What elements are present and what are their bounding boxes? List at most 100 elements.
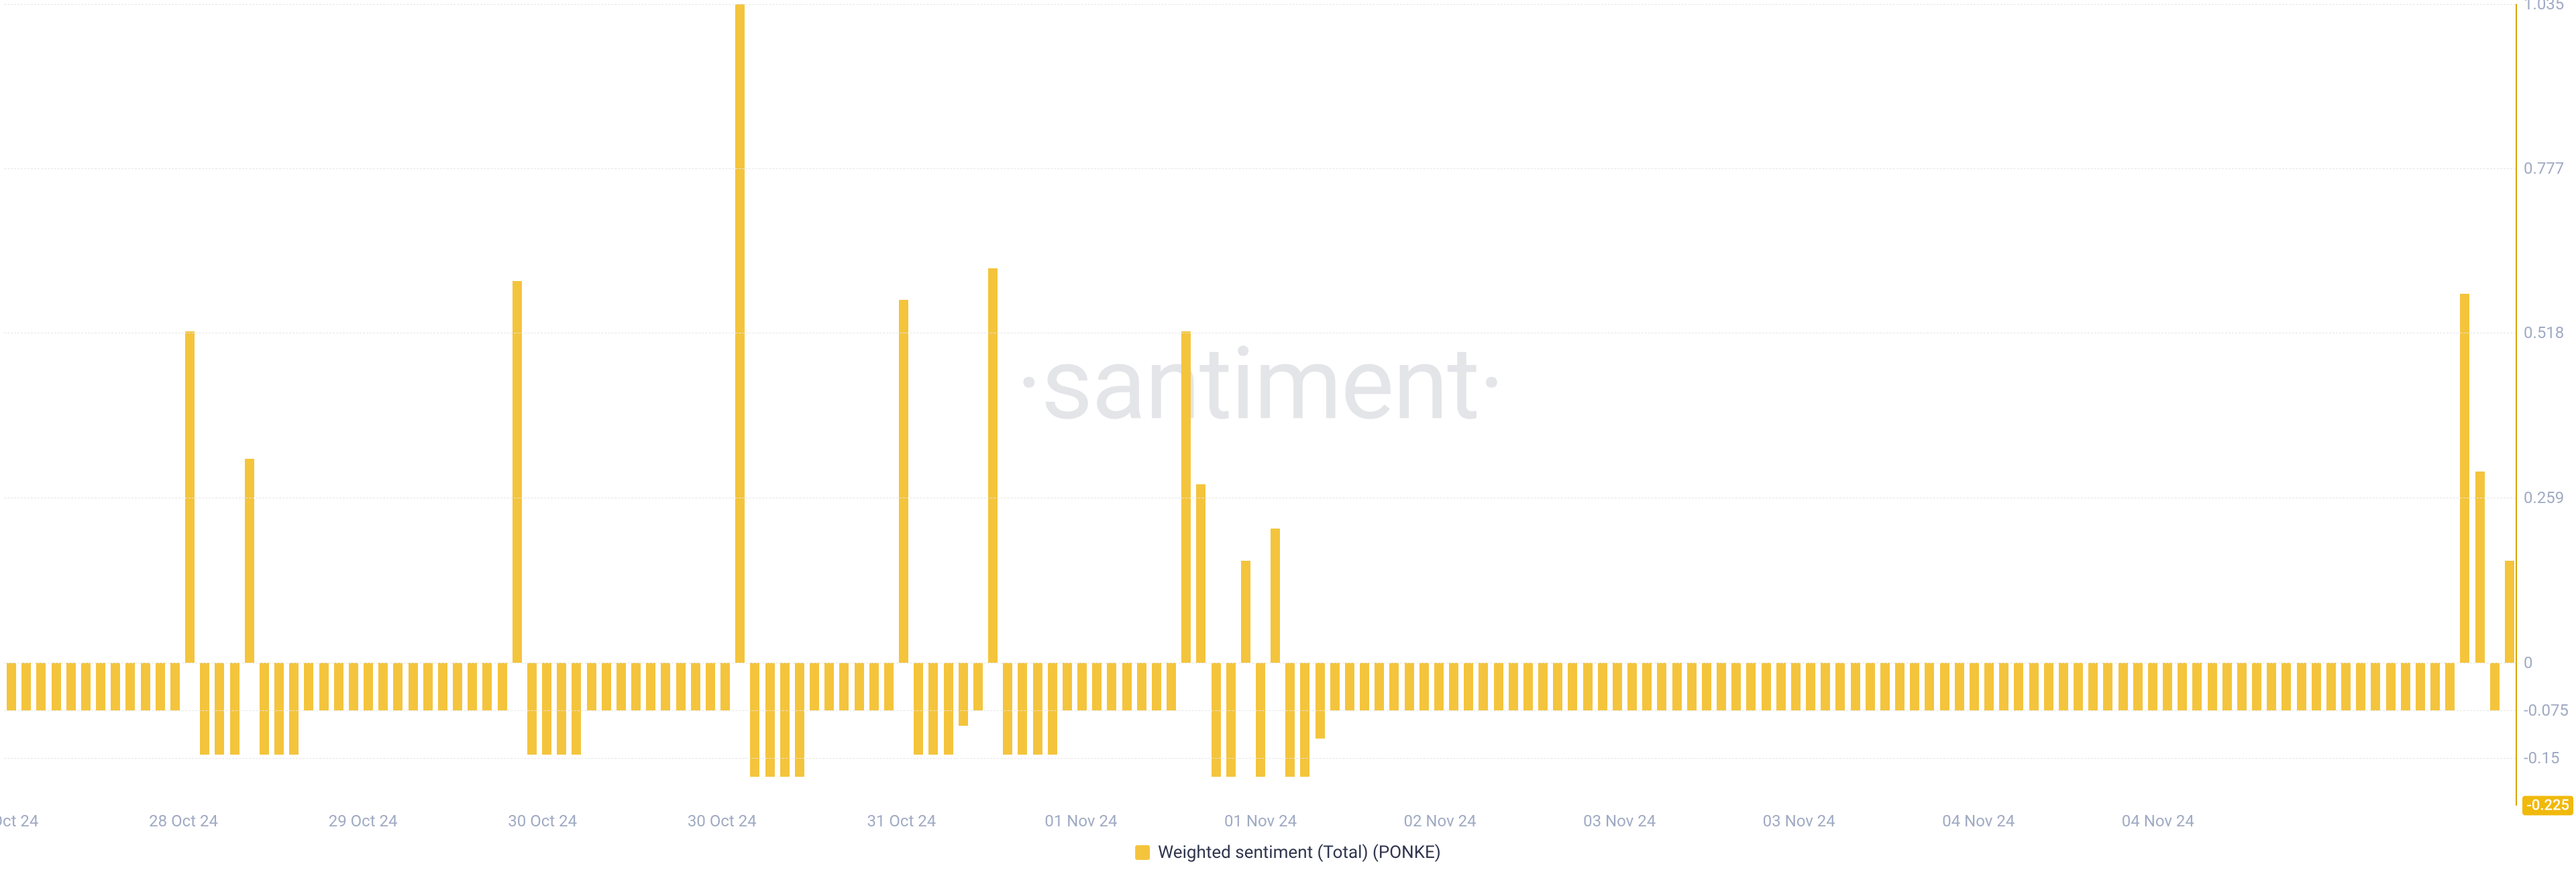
bar — [1212, 663, 1221, 777]
bar — [1702, 663, 1711, 710]
bar — [1657, 663, 1666, 710]
bar — [304, 663, 313, 710]
bar — [810, 663, 819, 710]
bar — [423, 663, 433, 710]
x-tick-label: 28 Oct 24 — [149, 812, 218, 830]
bar — [513, 281, 522, 663]
bar — [2505, 561, 2514, 663]
bar — [2371, 663, 2380, 710]
x-tick-label: 04 Nov 24 — [1942, 812, 2015, 830]
bar — [720, 663, 730, 710]
bar — [646, 663, 655, 710]
bar — [1167, 663, 1176, 710]
bar — [215, 663, 224, 755]
bar — [1345, 663, 1354, 710]
bar — [1791, 663, 1801, 710]
bar — [111, 663, 120, 710]
bar — [1256, 663, 1265, 777]
bar — [2297, 663, 2306, 710]
bar — [1523, 663, 1533, 710]
bar — [1300, 663, 1309, 777]
bar — [1419, 663, 1429, 710]
bar — [1999, 663, 2008, 710]
gridline — [4, 4, 2516, 5]
bar — [973, 663, 983, 710]
bar — [1048, 663, 1057, 755]
bar — [2208, 663, 2217, 710]
bar — [1583, 663, 1593, 710]
bar — [944, 663, 953, 755]
bar — [2222, 663, 2232, 710]
bar — [1271, 529, 1280, 662]
bar — [2252, 663, 2261, 710]
bar — [1509, 663, 1518, 710]
bar — [2326, 663, 2336, 710]
bar — [393, 663, 402, 710]
x-tick-label: 29 Oct 24 — [329, 812, 398, 830]
bar — [125, 663, 135, 710]
bar — [750, 663, 759, 777]
bar — [7, 663, 16, 710]
x-tick-label: 02 Nov 24 — [1404, 812, 1477, 830]
bar — [1375, 663, 1384, 710]
bar — [839, 663, 849, 710]
bar — [1613, 663, 1622, 710]
bar — [1494, 663, 1503, 710]
bar — [96, 663, 105, 710]
bar — [200, 663, 209, 755]
bar — [245, 459, 254, 662]
bar — [1955, 663, 1964, 710]
bar — [1316, 663, 1325, 739]
bar — [1063, 663, 1072, 710]
bar — [21, 663, 31, 710]
gridline — [4, 710, 2516, 711]
bar — [141, 663, 150, 710]
bar — [438, 663, 447, 710]
bar — [1835, 663, 1845, 710]
bar — [2475, 472, 2485, 663]
bar — [170, 663, 180, 710]
bar — [1568, 663, 1577, 710]
x-tick-label: 03 Nov 24 — [1763, 812, 1835, 830]
bar — [1033, 663, 1042, 755]
bar — [468, 663, 477, 710]
bar — [1880, 663, 1890, 710]
bar — [2282, 663, 2291, 710]
bar — [2133, 663, 2143, 710]
x-tick-label: 28 Oct 24 — [0, 812, 38, 830]
y-tick-label: -0.075 — [2524, 701, 2569, 720]
bar — [899, 300, 908, 663]
bar — [482, 663, 492, 710]
x-tick-label: 30 Oct 24 — [508, 812, 577, 830]
bar — [36, 663, 46, 710]
gridline — [4, 758, 2516, 759]
bar — [542, 663, 551, 755]
bar — [1152, 663, 1161, 710]
bar — [869, 663, 879, 710]
bar — [2178, 663, 2187, 710]
bar — [1984, 663, 1994, 710]
bar — [1642, 663, 1652, 710]
bar — [1003, 663, 1012, 755]
bar — [1137, 663, 1146, 710]
bar — [1389, 663, 1399, 710]
bar — [2088, 663, 2098, 710]
bar — [1122, 663, 1132, 710]
bar — [2103, 663, 2112, 710]
bar — [2163, 663, 2172, 710]
bar — [1806, 663, 1815, 710]
bar — [2430, 663, 2440, 710]
x-tick-label: 30 Oct 24 — [688, 812, 757, 830]
y-tick-label: 0.518 — [2524, 323, 2564, 342]
bar — [1598, 663, 1607, 710]
bar — [1330, 663, 1340, 710]
bar — [1553, 663, 1562, 710]
x-tick-label: 01 Nov 24 — [1044, 812, 1117, 830]
bar — [1092, 663, 1102, 710]
y-axis: 1.0350.7770.5180.2590-0.075-0.15 — [2517, 4, 2572, 806]
bar — [81, 663, 91, 710]
bar — [2044, 663, 2053, 710]
bar — [498, 663, 507, 710]
bar — [1464, 663, 1473, 710]
bar — [1285, 663, 1295, 777]
